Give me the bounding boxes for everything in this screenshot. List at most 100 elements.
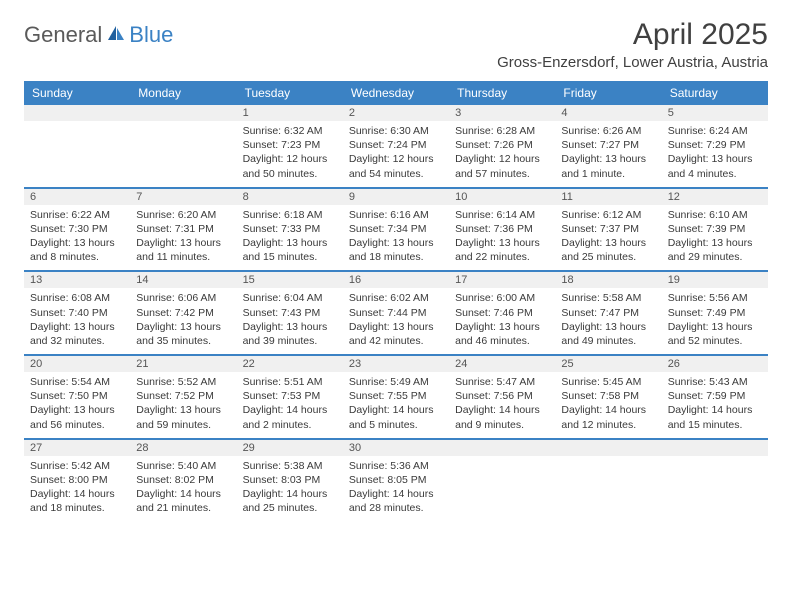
calendar-cell: 24Sunrise: 5:47 AMSunset: 7:56 PMDayligh… bbox=[449, 356, 555, 438]
sunset-text: Sunset: 7:34 PM bbox=[349, 222, 443, 236]
calendar-cell: 13Sunrise: 6:08 AMSunset: 7:40 PMDayligh… bbox=[24, 272, 130, 354]
calendar-cell: 29Sunrise: 5:38 AMSunset: 8:03 PMDayligh… bbox=[237, 440, 343, 522]
calendar-cell: 8Sunrise: 6:18 AMSunset: 7:33 PMDaylight… bbox=[237, 189, 343, 271]
daylight-text: and 35 minutes. bbox=[136, 334, 230, 348]
sunrise-text: Sunrise: 6:26 AM bbox=[561, 124, 655, 138]
calendar-cell: 10Sunrise: 6:14 AMSunset: 7:36 PMDayligh… bbox=[449, 189, 555, 271]
sunset-text: Sunset: 8:02 PM bbox=[136, 473, 230, 487]
header: General Blue April 2025 Gross-Enzersdorf… bbox=[24, 18, 768, 71]
day-number-empty bbox=[449, 440, 555, 456]
day-number: 27 bbox=[24, 440, 130, 456]
daylight-text: and 49 minutes. bbox=[561, 334, 655, 348]
calendar-cell: 1Sunrise: 6:32 AMSunset: 7:23 PMDaylight… bbox=[237, 105, 343, 187]
daylight-text: and 18 minutes. bbox=[30, 501, 124, 515]
sunset-text: Sunset: 7:53 PM bbox=[243, 389, 337, 403]
sunrise-text: Sunrise: 5:58 AM bbox=[561, 291, 655, 305]
daylight-text: and 1 minute. bbox=[561, 167, 655, 181]
daylight-text: Daylight: 14 hours bbox=[243, 403, 337, 417]
sunset-text: Sunset: 8:03 PM bbox=[243, 473, 337, 487]
daylight-text: Daylight: 14 hours bbox=[349, 487, 443, 501]
sunrise-text: Sunrise: 6:30 AM bbox=[349, 124, 443, 138]
title-block: April 2025 Gross-Enzersdorf, Lower Austr… bbox=[497, 18, 768, 71]
calendar-cell-empty bbox=[555, 440, 661, 522]
daylight-text: and 54 minutes. bbox=[349, 167, 443, 181]
daylight-text: Daylight: 13 hours bbox=[136, 320, 230, 334]
day-header: Thursday bbox=[449, 81, 555, 105]
calendar-cell: 26Sunrise: 5:43 AMSunset: 7:59 PMDayligh… bbox=[662, 356, 768, 438]
day-number: 21 bbox=[130, 356, 236, 372]
calendar-week: 6Sunrise: 6:22 AMSunset: 7:30 PMDaylight… bbox=[24, 189, 768, 273]
daylight-text: Daylight: 14 hours bbox=[136, 487, 230, 501]
sunrise-text: Sunrise: 5:52 AM bbox=[136, 375, 230, 389]
calendar-cell-empty bbox=[662, 440, 768, 522]
calendar-cell: 14Sunrise: 6:06 AMSunset: 7:42 PMDayligh… bbox=[130, 272, 236, 354]
day-header: Sunday bbox=[24, 81, 130, 105]
day-number: 25 bbox=[555, 356, 661, 372]
sunrise-text: Sunrise: 6:10 AM bbox=[668, 208, 762, 222]
daylight-text: and 42 minutes. bbox=[349, 334, 443, 348]
sunset-text: Sunset: 8:00 PM bbox=[30, 473, 124, 487]
daylight-text: Daylight: 13 hours bbox=[455, 236, 549, 250]
day-headers-row: SundayMondayTuesdayWednesdayThursdayFrid… bbox=[24, 81, 768, 105]
page: General Blue April 2025 Gross-Enzersdorf… bbox=[0, 0, 792, 539]
sunset-text: Sunset: 7:49 PM bbox=[668, 306, 762, 320]
sunset-text: Sunset: 7:44 PM bbox=[349, 306, 443, 320]
calendar-cell: 25Sunrise: 5:45 AMSunset: 7:58 PMDayligh… bbox=[555, 356, 661, 438]
sunset-text: Sunset: 7:42 PM bbox=[136, 306, 230, 320]
daylight-text: Daylight: 12 hours bbox=[349, 152, 443, 166]
weeks-container: 1Sunrise: 6:32 AMSunset: 7:23 PMDaylight… bbox=[24, 105, 768, 521]
day-header: Wednesday bbox=[343, 81, 449, 105]
sunrise-text: Sunrise: 6:24 AM bbox=[668, 124, 762, 138]
sunrise-text: Sunrise: 6:16 AM bbox=[349, 208, 443, 222]
daylight-text: Daylight: 14 hours bbox=[561, 403, 655, 417]
day-number: 16 bbox=[343, 272, 449, 288]
day-number: 19 bbox=[662, 272, 768, 288]
calendar-week: 20Sunrise: 5:54 AMSunset: 7:50 PMDayligh… bbox=[24, 356, 768, 440]
sunset-text: Sunset: 7:47 PM bbox=[561, 306, 655, 320]
daylight-text: and 8 minutes. bbox=[30, 250, 124, 264]
sunset-text: Sunset: 7:55 PM bbox=[349, 389, 443, 403]
sunset-text: Sunset: 7:33 PM bbox=[243, 222, 337, 236]
daylight-text: Daylight: 13 hours bbox=[349, 236, 443, 250]
sunset-text: Sunset: 7:58 PM bbox=[561, 389, 655, 403]
daylight-text: and 12 minutes. bbox=[561, 418, 655, 432]
sunrise-text: Sunrise: 6:20 AM bbox=[136, 208, 230, 222]
sunset-text: Sunset: 7:39 PM bbox=[668, 222, 762, 236]
daylight-text: and 25 minutes. bbox=[561, 250, 655, 264]
sunset-text: Sunset: 7:36 PM bbox=[455, 222, 549, 236]
day-number: 8 bbox=[237, 189, 343, 205]
daylight-text: Daylight: 13 hours bbox=[561, 152, 655, 166]
calendar-cell: 18Sunrise: 5:58 AMSunset: 7:47 PMDayligh… bbox=[555, 272, 661, 354]
sunset-text: Sunset: 7:29 PM bbox=[668, 138, 762, 152]
sunset-text: Sunset: 7:23 PM bbox=[243, 138, 337, 152]
daylight-text: and 18 minutes. bbox=[349, 250, 443, 264]
calendar-cell: 16Sunrise: 6:02 AMSunset: 7:44 PMDayligh… bbox=[343, 272, 449, 354]
day-number: 1 bbox=[237, 105, 343, 121]
calendar-cell: 7Sunrise: 6:20 AMSunset: 7:31 PMDaylight… bbox=[130, 189, 236, 271]
daylight-text: and 15 minutes. bbox=[243, 250, 337, 264]
calendar-cell: 27Sunrise: 5:42 AMSunset: 8:00 PMDayligh… bbox=[24, 440, 130, 522]
daylight-text: and 25 minutes. bbox=[243, 501, 337, 515]
sunset-text: Sunset: 7:27 PM bbox=[561, 138, 655, 152]
day-number: 14 bbox=[130, 272, 236, 288]
sunset-text: Sunset: 7:24 PM bbox=[349, 138, 443, 152]
daylight-text: and 9 minutes. bbox=[455, 418, 549, 432]
daylight-text: Daylight: 14 hours bbox=[349, 403, 443, 417]
sunset-text: Sunset: 7:30 PM bbox=[30, 222, 124, 236]
day-number: 28 bbox=[130, 440, 236, 456]
daylight-text: and 39 minutes. bbox=[243, 334, 337, 348]
calendar-cell-empty bbox=[449, 440, 555, 522]
sunrise-text: Sunrise: 5:40 AM bbox=[136, 459, 230, 473]
sunrise-text: Sunrise: 6:02 AM bbox=[349, 291, 443, 305]
sunset-text: Sunset: 7:52 PM bbox=[136, 389, 230, 403]
day-number: 18 bbox=[555, 272, 661, 288]
sunrise-text: Sunrise: 5:56 AM bbox=[668, 291, 762, 305]
calendar-cell: 12Sunrise: 6:10 AMSunset: 7:39 PMDayligh… bbox=[662, 189, 768, 271]
sunrise-text: Sunrise: 6:04 AM bbox=[243, 291, 337, 305]
day-number: 4 bbox=[555, 105, 661, 121]
daylight-text: Daylight: 13 hours bbox=[668, 320, 762, 334]
day-number: 29 bbox=[237, 440, 343, 456]
daylight-text: Daylight: 13 hours bbox=[136, 236, 230, 250]
sunrise-text: Sunrise: 5:43 AM bbox=[668, 375, 762, 389]
daylight-text: Daylight: 13 hours bbox=[668, 152, 762, 166]
